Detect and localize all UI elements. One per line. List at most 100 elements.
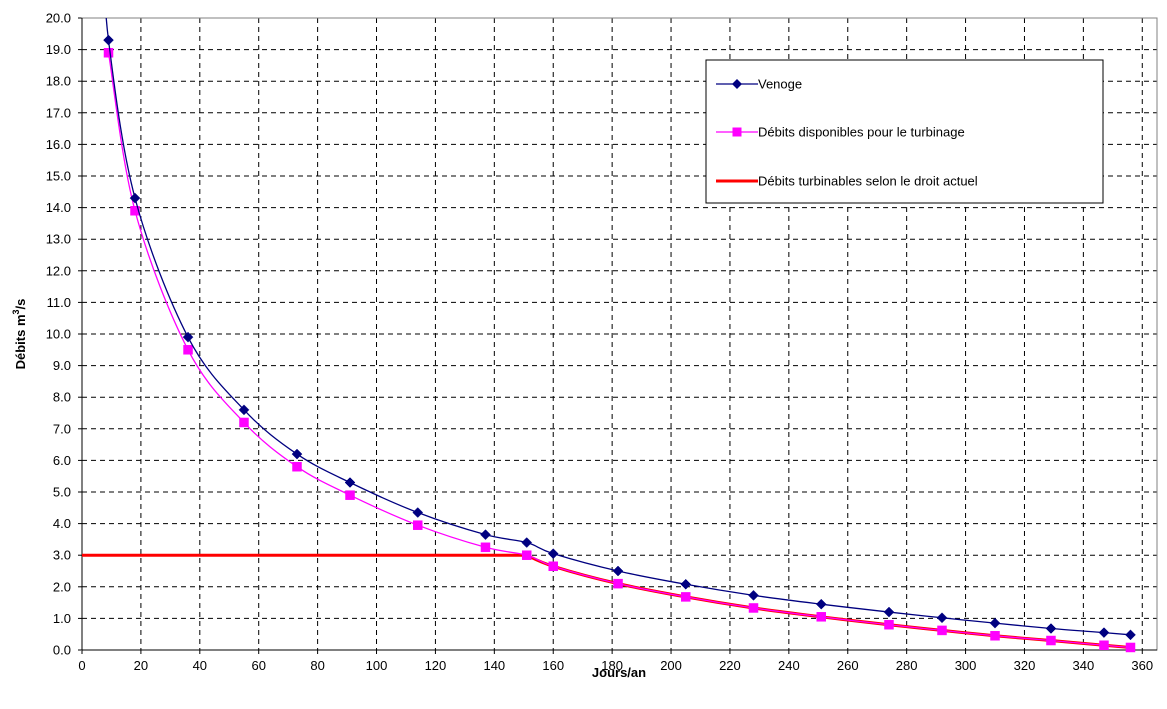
disponible-point — [681, 592, 691, 602]
y-tick-label: 10.0 — [46, 327, 71, 342]
venoge-point — [748, 589, 759, 601]
venoge-point — [815, 598, 827, 610]
disponible-point — [816, 612, 826, 622]
legend-items: Venoge Débits disponibles pour le turbina… — [716, 77, 978, 189]
disponible-point — [413, 520, 423, 530]
x-tick-label: 80 — [310, 658, 324, 673]
x-tick-label: 300 — [955, 658, 977, 673]
disponible-point — [239, 417, 249, 428]
disponible-point — [345, 490, 355, 500]
y-tick-label: 17.0 — [46, 105, 71, 120]
disponible-point — [884, 619, 894, 630]
venoge-point — [680, 578, 692, 590]
x-axis-title: Jours/an — [592, 665, 646, 680]
venoge-point — [344, 477, 356, 488]
y-axis-title: Débits m3/s — [11, 299, 28, 370]
venoge-point — [883, 606, 895, 618]
y-tick-label: 6.0 — [53, 453, 71, 468]
series-1 — [103, 48, 1136, 653]
y-tick-label: 7.0 — [53, 421, 71, 436]
disponible-point — [130, 206, 140, 216]
y-tick-label: 19.0 — [46, 42, 71, 57]
series-0 — [103, 18, 1136, 641]
x-tick-label: 0 — [78, 658, 85, 673]
x-tick-label: 40 — [193, 658, 207, 673]
y-tick-labels: 0.0 1.0 2.0 3.0 4.0 5.0 6.0 7.0 8.0 9.0 10.0 11.0 12… — [46, 11, 71, 658]
y-tick-label: 18.0 — [46, 74, 71, 89]
series-layer — [82, 18, 1136, 653]
venoge-point — [989, 617, 1001, 629]
y-tick-label: 12.0 — [46, 263, 71, 278]
x-tick-label: 320 — [1014, 658, 1036, 673]
venoge-point — [612, 565, 624, 577]
x-tick-label: 100 — [366, 658, 388, 673]
disponible-point — [1099, 640, 1109, 651]
disponible-point — [1125, 642, 1136, 653]
legend-square-icon — [732, 127, 742, 137]
y-tick-label: 16.0 — [46, 137, 71, 152]
x-tick-label: 120 — [425, 658, 447, 673]
y-axis-title-sup: 3 — [11, 309, 21, 314]
venoge-point — [182, 331, 194, 343]
legend-item: Débits disponibles pour le turbinage — [716, 125, 965, 140]
venoge-point — [547, 548, 559, 559]
y-tick-label: 5.0 — [53, 485, 71, 500]
y-tick-label: 15.0 — [46, 169, 71, 184]
venoge-point — [103, 34, 114, 46]
disponible-point — [990, 631, 1000, 641]
disponible-point — [748, 603, 759, 613]
axes — [78, 17, 1158, 654]
y-tick-label: 8.0 — [53, 390, 71, 405]
y-axis-title-main: Débits m — [13, 314, 28, 369]
venoge-point — [521, 537, 533, 548]
disponible-point — [103, 48, 114, 58]
y-tick-label: 1.0 — [53, 611, 71, 626]
disponible-point — [521, 550, 532, 560]
y-tick-label: 20.0 — [46, 11, 71, 26]
disponible-point — [183, 345, 193, 355]
x-tick-label: 280 — [896, 658, 918, 673]
legend: Venoge Débits disponibles pour le turbina… — [705, 59, 1104, 204]
venoge-point — [412, 507, 424, 518]
venoge-point — [291, 448, 303, 460]
venoge-point — [1125, 629, 1136, 641]
x-tick-label: 200 — [660, 658, 682, 673]
grid — [82, 17, 1157, 650]
venoge-point — [1098, 627, 1110, 638]
venoge-point — [480, 529, 491, 541]
venoge-point — [1045, 623, 1057, 634]
y-tick-label: 3.0 — [53, 548, 71, 563]
x-tick-label: 260 — [837, 658, 859, 673]
y-tick-label: 11.0 — [47, 295, 71, 310]
venoge-point — [129, 192, 141, 204]
y-tick-label: 13.0 — [46, 232, 71, 247]
x-tick-label: 160 — [542, 658, 564, 673]
legend-item: Venoge — [716, 77, 802, 92]
x-tick-label: 180 — [601, 658, 623, 673]
x-tick-label: 20 — [134, 658, 148, 673]
legend-item: Débits turbinables selon le droit actuel — [716, 174, 978, 189]
y-tick-label: 9.0 — [53, 358, 71, 373]
x-tick-label: 140 — [483, 658, 505, 673]
legend-label: Débits turbinables selon le droit actuel — [758, 174, 978, 189]
x-tick-label: 340 — [1073, 658, 1095, 673]
x-tick-labels: 0 20 40 60 80 100 120 140 160 180 200 220 240 260 280 3… — [78, 658, 1153, 673]
legend-label: Venoge — [758, 77, 802, 92]
y-tick-label: 0.0 — [53, 643, 71, 658]
series-line — [105, 18, 1131, 636]
disponible-point — [613, 578, 623, 589]
x-tick-label: 60 — [251, 658, 265, 673]
legend-diamond-icon — [732, 79, 742, 89]
venoge-point — [936, 612, 948, 624]
y-tick-label: 2.0 — [53, 579, 71, 594]
y-tick-label: 14.0 — [46, 200, 71, 215]
disponible-point — [937, 625, 947, 636]
x-tick-label: 360 — [1131, 658, 1153, 673]
legend-label: Débits disponibles pour le turbinage — [758, 125, 965, 140]
disponible-point — [480, 542, 491, 553]
y-tick-label: 4.0 — [53, 516, 71, 531]
x-tick-label: 240 — [778, 658, 800, 673]
disponible-point — [548, 561, 558, 572]
y-axis-title-tail: /s — [13, 299, 28, 310]
